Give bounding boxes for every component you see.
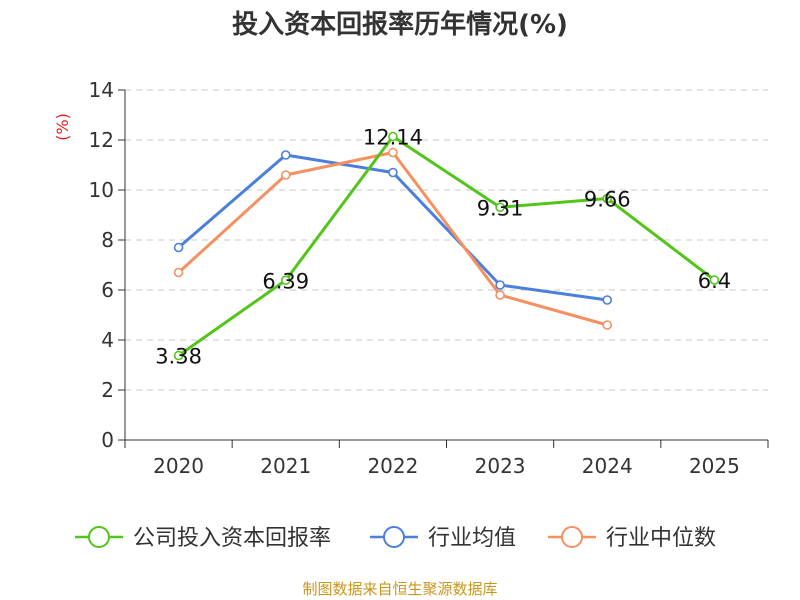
y-tick-label: 2 bbox=[101, 378, 114, 402]
data-point bbox=[280, 170, 291, 180]
grid-lines bbox=[125, 89, 768, 391]
data-point bbox=[602, 295, 613, 305]
data-label: 6.39 bbox=[262, 269, 309, 293]
data-point bbox=[173, 267, 184, 278]
data-point bbox=[173, 242, 184, 253]
x-tick-label: 2024 bbox=[582, 454, 633, 478]
legend-marker bbox=[88, 526, 110, 548]
axes: 0 2 4 6 8 10 12 14 2020 2021 2022 2023 2024 2025 bbox=[89, 78, 769, 478]
data-label: 3.38 bbox=[155, 345, 202, 369]
data-point bbox=[602, 320, 613, 330]
x-tick-label: 2020 bbox=[153, 454, 204, 478]
legend-item[interactable]: 行业均值 bbox=[370, 526, 516, 551]
x-tick-label: 2023 bbox=[475, 454, 526, 478]
y-tick-label: 8 bbox=[101, 228, 114, 252]
data-point bbox=[709, 275, 720, 285]
y-tick-label: 14 bbox=[89, 78, 114, 102]
data-point bbox=[388, 131, 398, 142]
x-tick-label: 2021 bbox=[260, 454, 311, 478]
data-label: 9.66 bbox=[584, 188, 631, 212]
y-axis-label: (%) bbox=[53, 113, 72, 141]
x-tick-label: 2022 bbox=[367, 454, 418, 478]
data-point bbox=[173, 350, 184, 361]
legend-marker bbox=[383, 526, 405, 548]
data-point bbox=[602, 193, 613, 204]
series-group: 3.38 6.39 12.14 9.31 9.66 6.4 bbox=[155, 126, 731, 369]
legend-marker bbox=[561, 526, 583, 548]
data-point bbox=[280, 150, 291, 160]
y-tick-label: 0 bbox=[101, 428, 114, 452]
data-point bbox=[495, 280, 505, 290]
y-tick-label: 6 bbox=[101, 278, 114, 302]
data-point bbox=[495, 202, 505, 213]
data-label: 12.14 bbox=[363, 126, 423, 150]
chart-title: 投入资本回报率历年情况(%) bbox=[232, 9, 568, 40]
legend-label: 行业均值 bbox=[428, 526, 516, 551]
legend-item[interactable]: 公司投入资本回报率 bbox=[75, 526, 331, 551]
legend-label: 行业中位数 bbox=[606, 526, 716, 551]
series-line-0 bbox=[177, 135, 716, 357]
data-point bbox=[388, 147, 398, 158]
y-tick-label: 12 bbox=[89, 128, 114, 152]
data-label: 9.31 bbox=[477, 196, 524, 220]
data-point bbox=[388, 167, 398, 178]
legend-item[interactable]: 行业中位数 bbox=[548, 526, 716, 551]
y-tick-label: 4 bbox=[101, 328, 114, 352]
legend-label: 公司投入资本回报率 bbox=[133, 526, 331, 551]
x-tick-label: 2025 bbox=[689, 454, 740, 478]
y-tick-label: 10 bbox=[89, 178, 114, 202]
data-label: 6.4 bbox=[698, 269, 731, 293]
series-line-2 bbox=[177, 151, 608, 327]
source-note: 制图数据来自恒生聚源数据库 bbox=[302, 580, 497, 598]
legend[interactable]: 公司投入资本回报率 行业均值 行业中位数 bbox=[75, 526, 716, 551]
data-point bbox=[495, 290, 505, 300]
data-point bbox=[280, 275, 291, 286]
